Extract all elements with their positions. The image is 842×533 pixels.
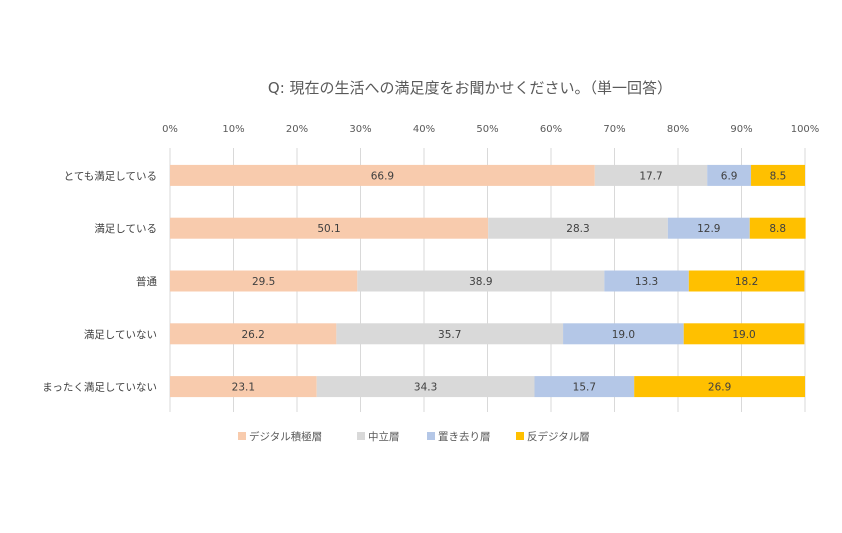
legend-swatch — [238, 432, 246, 440]
bar-segment — [634, 376, 805, 398]
data-label: 19.0 — [612, 329, 635, 341]
category-label: 満足していない — [84, 329, 157, 341]
category-label: 普通 — [136, 275, 157, 288]
x-tick-label: 50% — [476, 124, 498, 135]
bar-segment — [667, 217, 750, 239]
data-label: 8.8 — [769, 223, 786, 235]
x-tick-label: 80% — [667, 124, 689, 135]
data-label: 12.9 — [697, 223, 720, 235]
data-label: 66.9 — [371, 170, 394, 182]
category-label: とても満足している — [64, 170, 157, 182]
data-label: 13.3 — [635, 276, 658, 288]
bar-segment — [534, 376, 635, 398]
chart-title: Q: 現在の生活への満足度をお聞かせください。（単一回答） — [268, 79, 672, 97]
data-label: 38.9 — [469, 276, 492, 288]
bar-segment — [604, 270, 689, 292]
legend-swatch — [357, 432, 365, 440]
bar-segment — [563, 323, 684, 345]
x-tick-label: 60% — [540, 124, 562, 135]
x-axis-ticks: 0% 10% 20% 30% 40% 50% 60% 70% 80% 90% 100% — [162, 124, 819, 135]
data-label: 35.7 — [438, 329, 461, 341]
data-label: 34.3 — [414, 382, 437, 394]
data-label: 17.7 — [639, 170, 662, 182]
bar-segment — [170, 217, 489, 239]
x-tick-label: 30% — [349, 124, 371, 135]
data-label: 29.5 — [252, 276, 275, 288]
bar-segment — [170, 376, 317, 398]
data-label: 15.7 — [573, 382, 596, 394]
legend-label: 反デジタル層 — [527, 430, 590, 443]
data-label: 8.5 — [770, 170, 787, 182]
bar-segment — [594, 164, 708, 186]
bar-segment — [707, 164, 752, 186]
x-tick-label: 90% — [730, 124, 752, 135]
bar-segment — [488, 217, 668, 239]
legend-label: 置き去り層 — [438, 431, 491, 443]
x-tick-label: 40% — [413, 124, 435, 135]
data-label: 18.2 — [735, 276, 758, 288]
x-tick-label: 100% — [791, 124, 820, 135]
data-label: 50.1 — [317, 223, 340, 235]
bar-segment — [683, 323, 805, 345]
bar-segment — [751, 164, 805, 186]
bar-segment — [688, 270, 805, 292]
bar-segment — [749, 217, 806, 239]
legend-label: 中立層 — [368, 430, 400, 443]
data-label: 23.1 — [232, 382, 255, 394]
x-tick-label: 20% — [286, 124, 308, 135]
bar-segment — [170, 270, 358, 292]
x-tick-label: 70% — [603, 124, 625, 135]
bar-segment — [316, 376, 535, 398]
data-label: 28.3 — [566, 223, 589, 235]
data-label: 6.9 — [721, 170, 738, 182]
category-label: まったく満足していない — [42, 382, 157, 394]
data-label: 26.2 — [241, 329, 264, 341]
bar-segment — [170, 164, 595, 186]
bar-segment — [357, 270, 605, 292]
bar-segment — [170, 323, 337, 345]
data-label: 19.0 — [732, 329, 755, 341]
legend-swatch — [516, 432, 524, 440]
category-label: 満足している — [94, 223, 157, 235]
x-tick-label: 10% — [222, 124, 244, 135]
x-tick-label: 0% — [162, 124, 178, 135]
legend-label: デジタル積極層 — [249, 430, 322, 443]
legend-swatch — [427, 432, 435, 440]
bars: 66.9 17.7 6.9 8.5 50.1 28.3 12.9 8.8 29.5 38.9 13.… — [170, 164, 806, 398]
data-label: 26.9 — [708, 382, 731, 394]
legend: デジタル積極層 中立層 置き去り層 反デジタル層 — [238, 430, 590, 443]
bar-segment — [336, 323, 564, 345]
